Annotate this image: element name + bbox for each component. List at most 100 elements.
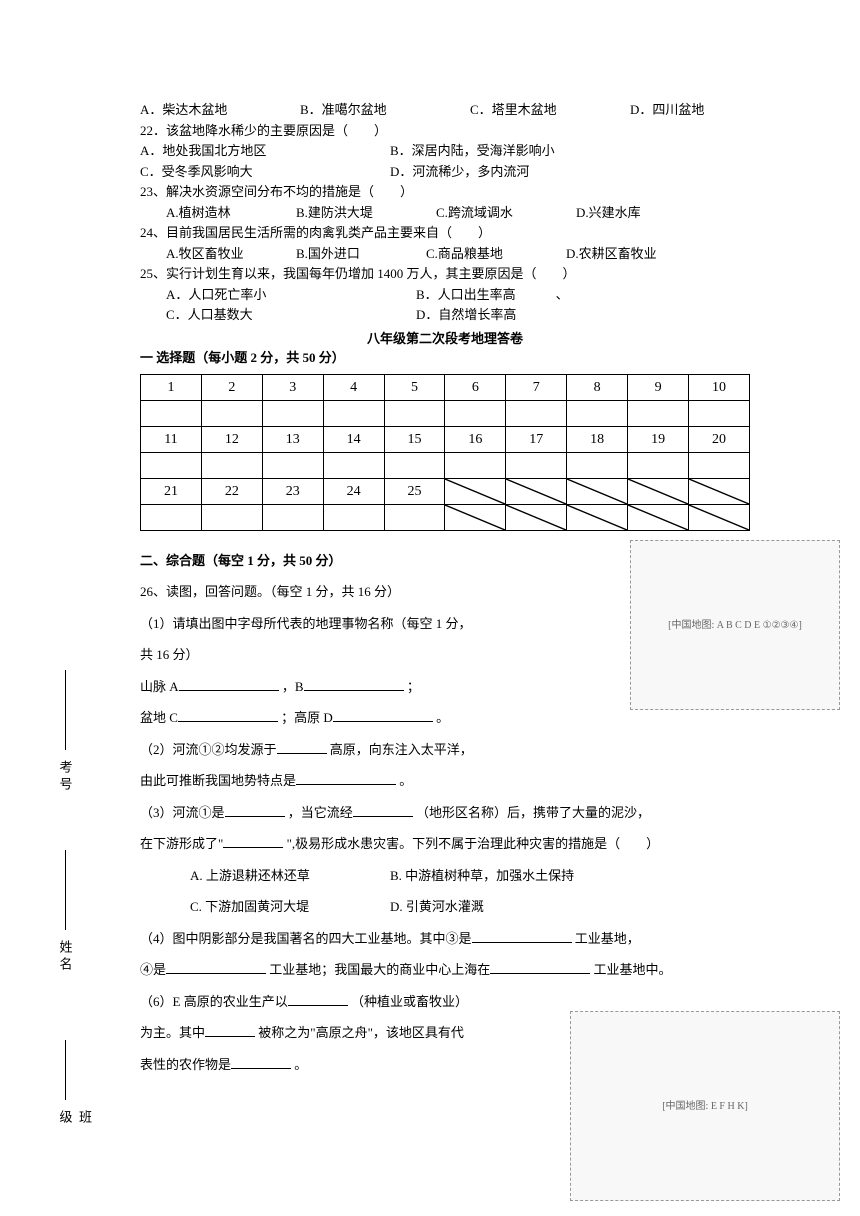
- blank-ind3[interactable]: [472, 929, 572, 943]
- cell-5: 5: [384, 374, 445, 400]
- sidebar-labels: 班级 姓名 考号: [55, 680, 75, 1140]
- label-basin-end: 。: [436, 710, 449, 725]
- q26-p2-line1: （2）河流①②均发源于 高原，向东注入太平洋，: [140, 740, 750, 760]
- q25-opt-b: B．人口出生率高: [416, 285, 516, 305]
- sidebar-name-line[interactable]: [65, 850, 66, 930]
- label-p2a: （2）河流①②均发源于: [140, 742, 277, 757]
- cell-slash: [506, 478, 567, 504]
- label-mtn-a: 山脉 A: [140, 679, 179, 694]
- cell-3: 3: [262, 374, 323, 400]
- answer-grid: 1 2 3 4 5 6 7 8 9 10 11 12 13 14 15 16 1…: [140, 374, 750, 531]
- label-p4c: ④是: [140, 962, 166, 977]
- sidebar-class: 班级: [55, 1110, 94, 1140]
- label-p3b: ，当它流经: [288, 805, 353, 820]
- sidebar-class-line[interactable]: [65, 1040, 66, 1100]
- cell-slash: [628, 504, 689, 530]
- q23-stem: 23、解决水资源空间分布不均的措施是（ ）: [140, 182, 750, 202]
- q26-line-basin: 盆地 C ；高原 D 。: [140, 708, 750, 728]
- blank-river1[interactable]: [225, 803, 285, 817]
- label-mtn-b: ，B: [282, 679, 304, 694]
- cell-4: 4: [323, 374, 384, 400]
- blank-terrain[interactable]: [296, 771, 396, 785]
- grid-row-blank-1: [141, 400, 750, 426]
- blank-yak[interactable]: [205, 1023, 255, 1037]
- q24-opt-b: B.国外进口: [296, 244, 426, 264]
- label-p6f: 。: [294, 1057, 307, 1072]
- cell-slash: [567, 478, 628, 504]
- label-p4e: 工业基地中。: [594, 962, 672, 977]
- blank-region[interactable]: [353, 803, 413, 817]
- cell-7: 7: [506, 374, 567, 400]
- blank-downstream[interactable]: [223, 834, 283, 848]
- q23-opt-b: B.建防洪大堤: [296, 203, 436, 223]
- blank-agri[interactable]: [288, 992, 348, 1006]
- cell-slash: [628, 478, 689, 504]
- blank-b[interactable]: [304, 677, 404, 691]
- cell-24: 24: [323, 478, 384, 504]
- label-p2c: 由此可推断我国地势特点是: [140, 773, 296, 788]
- sidebar-id: 考号: [55, 760, 75, 794]
- label-p6a: （6）E 高原的农业生产以: [140, 994, 288, 1009]
- q22-opt-d: D．河流稀少，多内流河: [390, 162, 529, 182]
- cell-13: 13: [262, 426, 323, 452]
- blank-crop[interactable]: [231, 1055, 291, 1069]
- blank-shanghai[interactable]: [490, 960, 590, 974]
- cell-22: 22: [201, 478, 262, 504]
- grid-row-blank-3: [141, 504, 750, 530]
- grid-row-nums-2: 11 12 13 14 15 16 17 18 19 20: [141, 426, 750, 452]
- q23-opt-c: C.跨流域调水: [436, 203, 576, 223]
- q25-opt-c: C．人口基数大: [166, 305, 416, 325]
- q26-p3-opt-d: D. 引黄河水灌溉: [390, 897, 484, 917]
- cell-1: 1: [141, 374, 202, 400]
- map-china-2: [中国地图: E F H K]: [570, 1011, 840, 1201]
- label-mtn-end: ；: [407, 679, 420, 694]
- cell-slash: [689, 504, 750, 530]
- blank-c[interactable]: [178, 708, 278, 722]
- q22-stem: 22．该盆地降水稀少的主要原因是（ ）: [140, 121, 750, 141]
- q22-opt-c: C．受冬季风影响大: [140, 162, 390, 182]
- q26-p3-opts-row1: A. 上游退耕还林还草 B. 中游植树种草，加强水土保持: [140, 866, 750, 886]
- q26-p3-opts-row2: C. 下游加固黄河大堤 D. 引黄河水灌溉: [140, 897, 750, 917]
- label-p4d: 工业基地；我国最大的商业中心上海在: [269, 962, 490, 977]
- label-plateau-d: ；高原 D: [281, 710, 333, 725]
- label-p3c: （地形区名称）后，携带了大量的泥沙，: [416, 805, 650, 820]
- q23-options: A.植树造林 B.建防洪大堤 C.跨流域调水 D.兴建水库: [140, 203, 750, 223]
- q22-opts-row1: A．地处我国北方地区 B．深居内陆，受海洋影响小: [140, 141, 750, 161]
- section1-title: 一 选择题（每小题 2 分，共 50 分）: [140, 348, 750, 368]
- q26-p3-line1: （3）河流①是 ，当它流经 （地形区名称）后，携带了大量的泥沙，: [140, 803, 750, 823]
- label-p3a: （3）河流①是: [140, 805, 225, 820]
- grid-row-nums-3: 21 22 23 24 25: [141, 478, 750, 504]
- blank-ind4[interactable]: [166, 960, 266, 974]
- cell-9: 9: [628, 374, 689, 400]
- q24-opt-a: A.牧区畜牧业: [166, 244, 296, 264]
- cell-slash: [445, 504, 506, 530]
- q24-stem: 24、目前我国居民生活所需的肉禽乳类产品主要来自（ ）: [140, 223, 750, 243]
- q24-options: A.牧区畜牧业 B.国外进口 C.商品粮基地 D.农耕区畜牧业: [140, 244, 750, 264]
- q26-p6-line1: （6）E 高原的农业生产以 （种植业或畜牧业）: [140, 992, 750, 1012]
- q26-p3-line2: 在下游形成了" ",极易形成水患灾害。下列不属于治理此种灾害的措施是（ ）: [140, 834, 750, 854]
- q21-opt-c: C．塔里木盆地: [470, 100, 630, 120]
- sidebar-id-line[interactable]: [65, 670, 66, 750]
- map-china-1: [中国地图: A B C D E ①②③④]: [630, 540, 840, 710]
- cell-2: 2: [201, 374, 262, 400]
- q23-opt-a: A.植树造林: [166, 203, 296, 223]
- q22-opt-a: A．地处我国北方地区: [140, 141, 390, 161]
- q21-opt-b: B．准噶尔盆地: [300, 100, 470, 120]
- q25-punct: 、: [556, 285, 569, 305]
- blank-d[interactable]: [333, 708, 433, 722]
- cell-11: 11: [141, 426, 202, 452]
- cell-23: 23: [262, 478, 323, 504]
- q25-opts-row2: C．人口基数大 D．自然增长率高: [140, 305, 750, 325]
- cell-20: 20: [689, 426, 750, 452]
- label-p6c: 为主。其中: [140, 1025, 205, 1040]
- blank-plateau[interactable]: [277, 740, 327, 754]
- q26-p4-line1: （4）图中阴影部分是我国著名的四大工业基地。其中③是 工业基地，: [140, 929, 750, 949]
- cell-21: 21: [141, 478, 202, 504]
- cell-slash: [567, 504, 628, 530]
- blank-a[interactable]: [179, 677, 279, 691]
- cell-slash: [506, 504, 567, 530]
- label-basin-c: 盆地 C: [140, 710, 178, 725]
- label-p2b: 高原，向东注入太平洋，: [330, 742, 473, 757]
- q23-opt-d: D.兴建水库: [576, 203, 641, 223]
- cell-slash: [445, 478, 506, 504]
